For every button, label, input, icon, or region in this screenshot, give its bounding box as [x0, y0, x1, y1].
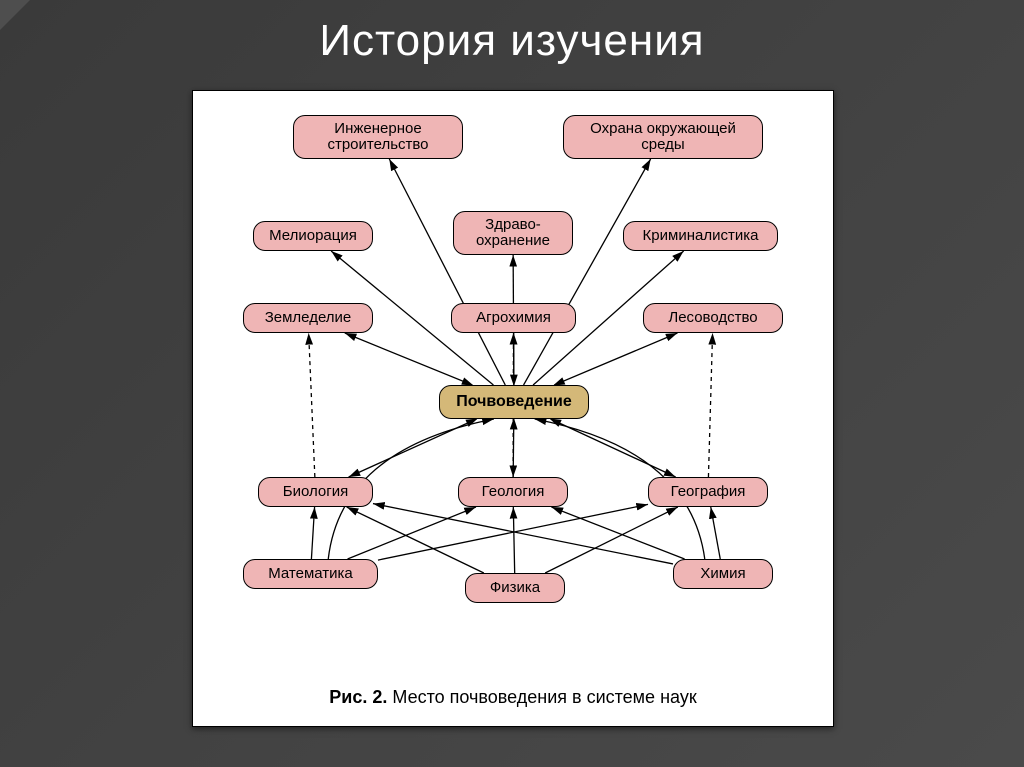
edge-math-biology — [311, 507, 314, 559]
edge-geography-forestry — [708, 333, 712, 477]
caption-text: Место почвоведения в системе наук — [387, 687, 696, 707]
slide: История изучения Рис. 2. Место почвоведе… — [0, 0, 1024, 767]
edge-center-geography — [551, 419, 676, 477]
edge-chemistry-biology — [373, 504, 673, 564]
node-geology: Геология — [458, 477, 568, 507]
node-math: Математика — [243, 559, 378, 589]
figure-caption: Рис. 2. Место почвоведения в системе нау… — [193, 687, 833, 708]
node-environment: Охрана окружающей среды — [563, 115, 763, 159]
node-forensics: Криминалистика — [623, 221, 778, 251]
edge-physics-geography — [545, 507, 678, 573]
node-biology: Биология — [258, 477, 373, 507]
edge-chemistry-geology — [551, 507, 684, 559]
edge-math-geology — [348, 507, 476, 559]
node-melioration: Мелиорация — [253, 221, 373, 251]
edge-physics-geology — [513, 507, 514, 573]
node-geography: География — [648, 477, 768, 507]
edge-biology-agriculture — [309, 333, 315, 477]
node-chemistry: Химия — [673, 559, 773, 589]
node-agriculture: Земледелие — [243, 303, 373, 333]
caption-number: Рис. 2. — [329, 687, 387, 707]
node-agrochem: Агрохимия — [451, 303, 576, 333]
edge-math-geography — [378, 504, 648, 560]
edge-center-environment — [524, 159, 651, 385]
edge-center-agriculture — [345, 333, 473, 385]
node-engineering: Инженерное строительство — [293, 115, 463, 159]
node-health: Здраво- охранение — [453, 211, 573, 255]
edge-chemistry-geography — [711, 507, 721, 559]
edge-center-engineering — [389, 159, 505, 385]
edge-center-forestry — [554, 333, 677, 385]
edge-center-geology — [513, 419, 514, 477]
slide-title: История изучения — [0, 16, 1024, 66]
diagram-panel: Рис. 2. Место почвоведения в системе нау… — [192, 90, 834, 727]
edge-center-biology — [349, 419, 477, 477]
node-physics: Физика — [465, 573, 565, 603]
node-center: Почвоведение — [439, 385, 589, 419]
node-forestry: Лесоводство — [643, 303, 783, 333]
